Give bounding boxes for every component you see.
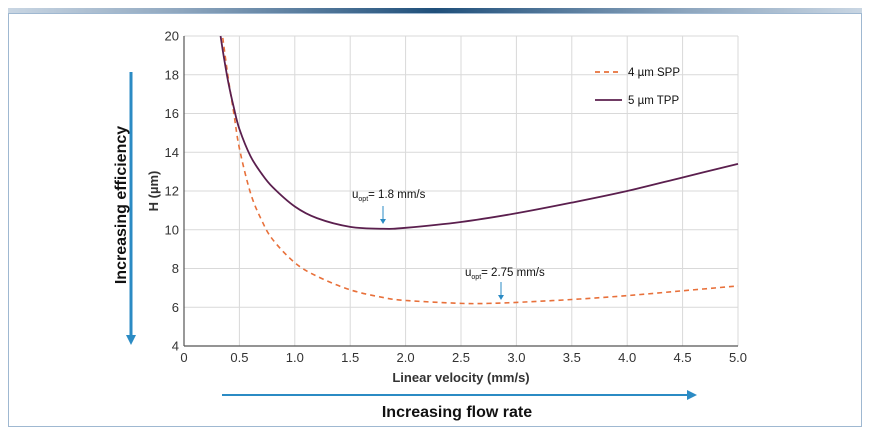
- x-tick-label: 2.5: [452, 350, 470, 365]
- figure-frame: [8, 13, 862, 427]
- y-tick-label: 10: [165, 222, 179, 237]
- x-tick-label: 3.5: [563, 350, 581, 365]
- vertical-arrow-label: Increasing efficiency: [113, 126, 130, 284]
- y-tick-label: 14: [165, 145, 179, 160]
- top-decorative-bar: [8, 8, 862, 14]
- x-tick-label: 0.5: [230, 350, 248, 365]
- legend-label-1: 5 µm TPP: [628, 95, 679, 107]
- y-axis-label: H (µm): [146, 171, 161, 212]
- axes: [183, 36, 738, 347]
- x-tick-label: 4.0: [618, 350, 636, 365]
- grid-lines: [183, 35, 739, 347]
- annotation-value: = 1.8 mm/s: [368, 189, 425, 201]
- y-tick-label: 12: [165, 184, 179, 199]
- x-tick-label: 1.5: [341, 350, 359, 365]
- series-line-1: [219, 35, 739, 230]
- annotation-symbol: u: [352, 189, 358, 201]
- annotation-label-1: uopt= 2.75 mm/s: [465, 267, 545, 281]
- series-lines: [219, 35, 739, 305]
- annotation-subscript: opt: [358, 196, 368, 203]
- y-tick-label: 20: [165, 29, 179, 44]
- annotation-arrowhead-1: [498, 295, 504, 300]
- y-tick-label: 4: [172, 339, 179, 354]
- x-tick-label: 1.0: [286, 350, 304, 365]
- y-tick-labels: 4 6 8 10 12 14 16 18 20: [165, 29, 179, 354]
- annotation-symbol: u: [465, 267, 471, 279]
- y-tick-label: 8: [172, 261, 179, 276]
- annotation-label-0: uopt= 1.8 mm/s: [352, 189, 426, 203]
- x-tick-label: 0: [180, 350, 187, 365]
- x-tick-label: 5.0: [729, 350, 747, 365]
- y-tick-label: 6: [172, 300, 179, 315]
- annotation-value: = 2.75 mm/s: [481, 267, 545, 279]
- x-tick-label: 4.5: [674, 350, 692, 365]
- annotation-arrowhead-0: [380, 219, 386, 224]
- legend: 4 µm SPP 5 µm TPP: [595, 67, 680, 107]
- horizontal-arrow-label: Increasing flow rate: [382, 404, 532, 421]
- x-tick-labels: 0 0.5 1.0 1.5 2.0 2.5 3.0 3.5 4.0 4.5 5.0: [180, 350, 747, 365]
- series-line-0: [221, 37, 739, 305]
- x-axis-label: Linear velocity (mm/s): [392, 370, 529, 385]
- x-tick-label: 3.0: [507, 350, 525, 365]
- y-tick-label: 16: [165, 106, 179, 121]
- legend-label-0: 4 µm SPP: [628, 67, 680, 79]
- x-tick-label: 2.0: [397, 350, 415, 365]
- annotation-subscript: opt: [471, 274, 481, 281]
- y-tick-label: 18: [165, 67, 179, 82]
